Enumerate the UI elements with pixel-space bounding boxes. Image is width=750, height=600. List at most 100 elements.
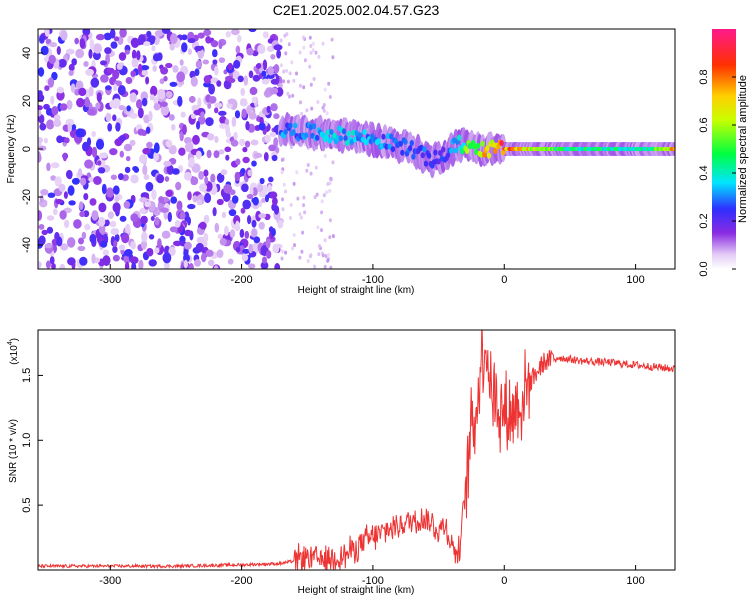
heatmap-cell [322,193,326,198]
heatmap-cell [184,171,192,181]
heatmap-cell [84,96,90,108]
heatmap-cell [50,162,60,169]
x-tick-label: -100 [362,575,384,587]
heatmap-cell [109,100,116,109]
heatmap-cell [218,41,223,50]
heatmap-cell [114,234,120,242]
heatmap-cell [46,215,55,221]
heatmap-cell [314,165,318,170]
heatmap-cell [104,47,112,55]
heatmap-cell [200,111,205,118]
heatmap-cell [453,147,459,154]
heatmap-cell [258,200,263,208]
heatmap-cell [198,171,205,180]
colorbar-tick-label: 0.2 [698,213,710,228]
heatmap-cell [107,123,113,132]
colorbar-tick-label: 0.8 [698,69,710,84]
heatmap-cell [60,30,68,41]
heatmap-cell [345,140,350,146]
heatmap-cell [289,202,293,207]
heatmap-cell [171,124,176,131]
heatmap-cell [113,36,120,42]
heatmap-cell [219,123,228,129]
heatmap-cell [267,66,275,76]
heatmap-cell [218,149,225,155]
heatmap-cell [187,48,192,55]
heatmap-cell [38,145,47,151]
heatmap-cell [485,145,490,152]
heatmap-cell [126,105,131,112]
heatmap-cell [63,191,68,199]
heatmap-cell [38,105,43,111]
heatmap-cell [43,137,48,144]
heatmap-cell [206,149,212,159]
heatmap-cell [117,85,126,96]
heatmap-cell [343,135,348,142]
heatmap-cell [67,257,76,266]
heatmap-cell [214,222,220,233]
heatmap-cell [203,214,210,224]
heatmap-cell [81,231,87,240]
heatmap-cell [112,114,117,122]
heatmap-cell [140,207,146,214]
x-tick-label: -300 [99,575,121,587]
heatmap-cell [89,38,95,50]
heatmap-cell [205,249,214,257]
heatmap-cell [335,135,340,142]
heatmap-cell [267,184,273,193]
heatmap-cell [51,106,59,116]
heatmap-cell [242,156,250,164]
heatmap-cell [269,87,279,95]
heatmap-cell [172,65,179,73]
heatmap-cell [84,159,94,169]
heatmap-cell [250,139,259,146]
heatmap-cell [326,129,331,136]
heatmap-cell [210,40,219,48]
heatmap-cell [228,78,236,83]
heatmap-cell [179,59,184,66]
heatmap-cell [389,133,394,140]
heatmap-cell [291,246,294,251]
heatmap-cell [248,70,254,79]
heatmap-cell [151,45,156,52]
heatmap-cell [273,137,279,148]
heatmap-cell [197,97,202,108]
heatmap-cell [161,29,171,34]
spectrogram-x-axis: -300 -200 -100 0 100 [99,264,645,286]
heatmap-cell [243,75,249,86]
heatmap-cell [139,197,148,203]
heatmap-cell [251,228,258,238]
heatmap-cell [64,219,70,229]
heatmap-cell [256,184,264,193]
heatmap-cell [351,129,356,136]
heatmap-cell [130,241,137,250]
heatmap-cell [40,45,49,56]
heatmap-cell [39,195,44,203]
heatmap-cell [239,99,248,107]
heatmap-cell [125,156,131,162]
x-tick-label: -300 [99,274,121,286]
heatmap-cell [88,48,93,59]
heatmap-cell [170,196,178,204]
heatmap-cell [47,192,56,198]
heatmap-cell [52,208,58,216]
heatmap-cell [109,220,117,228]
heatmap-cell [95,138,105,150]
heatmap-cell [325,111,329,116]
heatmap-cell [131,49,137,60]
heatmap-cell [145,181,154,192]
heatmap-cell [160,207,169,213]
heatmap-cell [96,33,105,41]
heatmap-cell [309,171,313,176]
heatmap-cell [313,195,317,200]
heatmap-cell [205,36,212,44]
heatmap-cell [156,174,165,184]
heatmap-cell [328,235,332,240]
chart-title: C2E1.2025.002.04.57.G23 [273,2,440,18]
heatmap-cell [237,34,242,43]
heatmap-cell [272,243,280,254]
heatmap-cell [53,119,62,127]
heatmap-cell [98,224,106,234]
heatmap-cell [95,102,101,110]
heatmap-cell [98,202,107,213]
